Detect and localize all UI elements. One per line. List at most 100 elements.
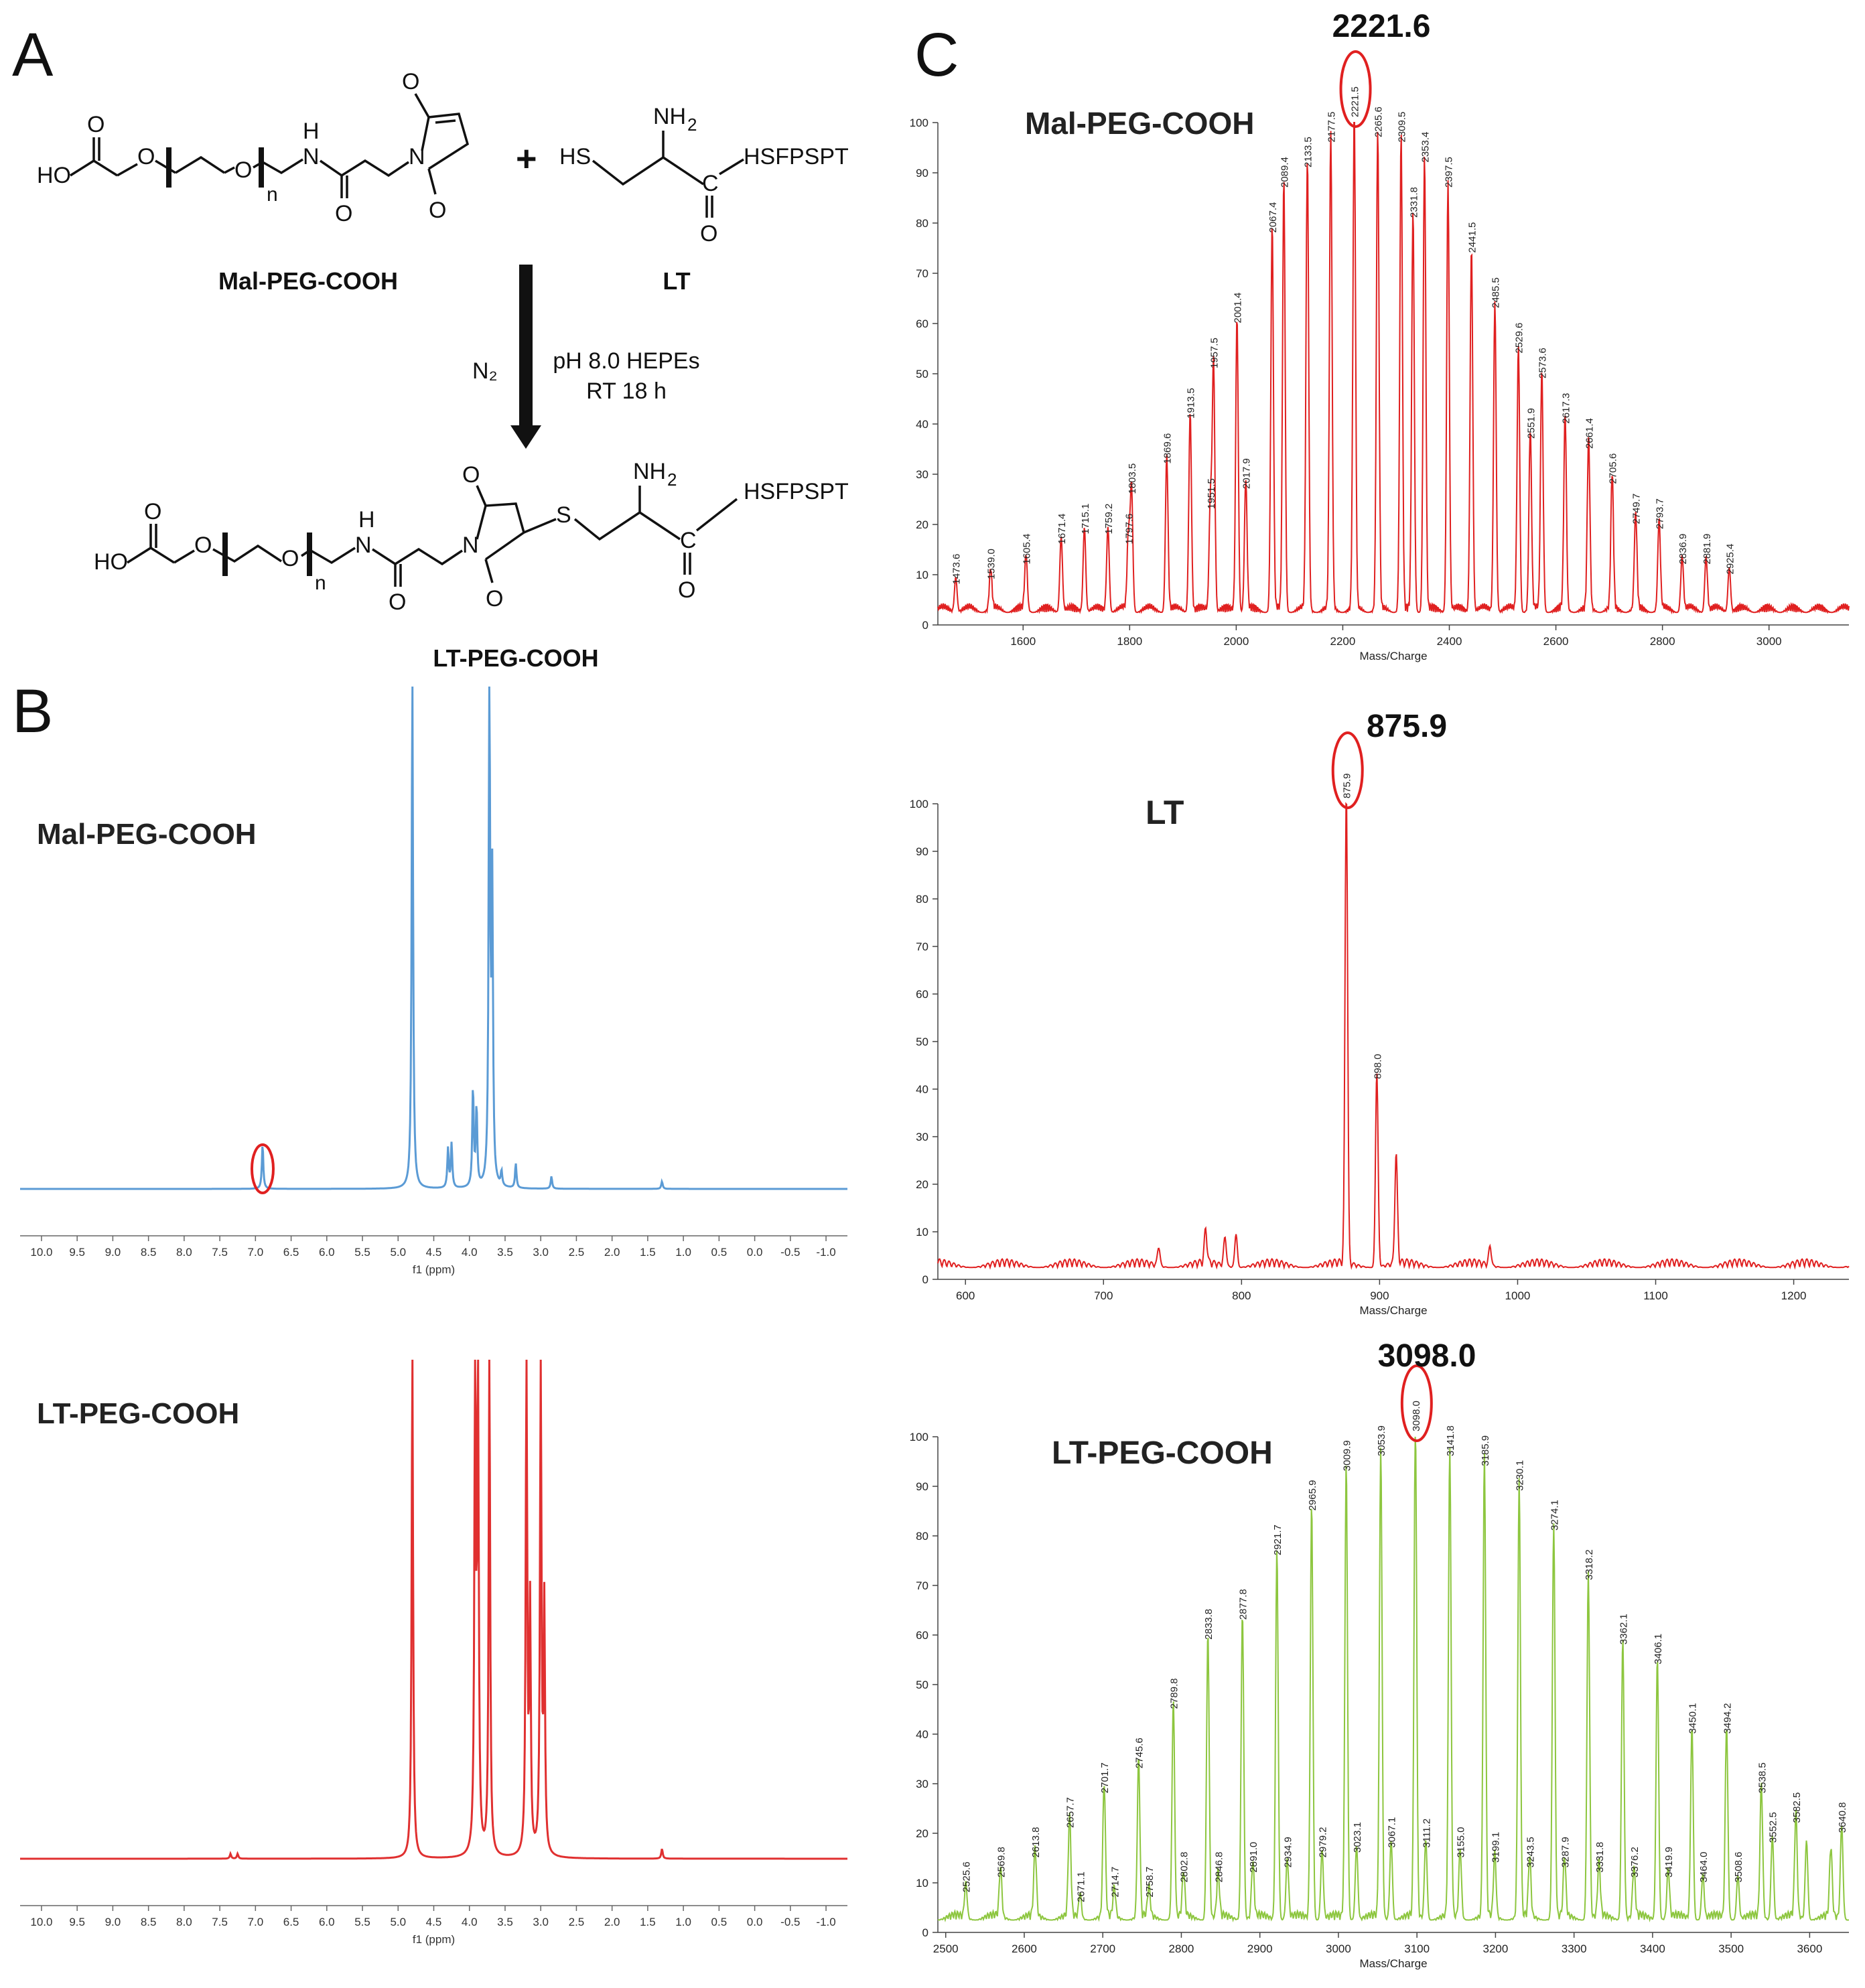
atom-o: O <box>462 462 480 488</box>
ms-x-tick-label: 2500 <box>933 1942 959 1955</box>
atom-o: O <box>429 198 446 223</box>
nmr-tick-label: 2.5 <box>569 1246 585 1259</box>
ms-y-tick-label: 60 <box>916 988 928 1001</box>
ms-x-tick-label: 900 <box>1370 1289 1389 1302</box>
ms-x-tick-label: 2000 <box>1223 635 1249 648</box>
condition-time: RT 18 h <box>586 378 667 404</box>
ms-x-tick-label: 2900 <box>1247 1942 1273 1955</box>
ms-chart-lt: 0 10 20 30 40 50 60 70 80 90 100 600 700 800 900 1000 11… <box>910 709 1850 1317</box>
ms-y-tick-label: 100 <box>910 117 928 129</box>
ms-peak-label: 2397.5 <box>1444 157 1455 188</box>
ms-peak-label: 3155.0 <box>1456 1827 1467 1858</box>
product-structure: HO O O O n N H O N O O S NH 2 C HSFPSPT <box>94 459 849 615</box>
ms-peak-label: 2749.7 <box>1631 494 1643 524</box>
atom-o: O <box>87 112 105 137</box>
bond <box>127 546 175 564</box>
ms-peak-label: 3230.1 <box>1515 1460 1526 1491</box>
bond <box>476 485 487 506</box>
ms-peak-label: 2934.9 <box>1283 1837 1294 1867</box>
ms-peak-label: 2551.9 <box>1525 408 1537 439</box>
bond <box>155 159 176 174</box>
product-label: LT-PEG-COOH <box>433 644 598 670</box>
ms-x-tick-label: 3200 <box>1482 1942 1508 1955</box>
nmr-tick-label: 5.5 <box>354 1916 370 1928</box>
atom-o: O <box>144 499 161 524</box>
ms-peak-label: 2309.5 <box>1397 112 1408 143</box>
nmr-tick-label: 5.5 <box>354 1246 370 1259</box>
nmr-tick-label: 6.0 <box>319 1916 335 1928</box>
ms-y-tick-label: 70 <box>916 267 928 280</box>
nmr-plot-bottom: 10.0 9.5 9.0 8.5 8.0 7.5 7.0 6.5 6.0 5.5 5.0 4.5 4.0… <box>20 1359 847 1946</box>
nmr-x-label: f1 (ppm) <box>413 1933 455 1946</box>
ms-y-tick-label: 80 <box>916 893 928 906</box>
bond <box>175 155 225 174</box>
nmr-tick-label: 1.5 <box>640 1246 656 1259</box>
ms-chart-lt-peg: 0 10 20 30 40 50 60 70 80 90 100 2500 2600 2700 2800 29… <box>910 1338 1849 1970</box>
ms-spectrum-label: LT <box>1146 794 1184 831</box>
nmr-tick-label: 7.0 <box>248 1916 264 1928</box>
ms-y-tick-label: 20 <box>916 1827 928 1840</box>
ms-peak-label: 3494.2 <box>1722 1703 1733 1734</box>
ms-peak-label: 3009.9 <box>1342 1440 1353 1471</box>
ms-peak-label: 2001.4 <box>1232 293 1243 324</box>
nmr-tick-label: 0.0 <box>747 1916 763 1928</box>
ms-peak-label: 2177.5 <box>1326 112 1338 143</box>
ms-peak-label: 2789.8 <box>1168 1679 1180 1709</box>
ms-highlight-value: 3098.0 <box>1378 1338 1476 1374</box>
ms-peak-label: 2671.1 <box>1075 1871 1087 1902</box>
atom-ho: HO <box>94 549 128 575</box>
nmr-tick-label: 3.0 <box>533 1916 549 1928</box>
atom-hs: HS <box>559 144 591 169</box>
ms-y-tick-label: 80 <box>916 1530 928 1543</box>
ms-peak-label: 2714.7 <box>1109 1867 1121 1898</box>
ms-peak-label: 2979.2 <box>1318 1827 1329 1858</box>
nmr-tick-label: 0.5 <box>711 1246 728 1259</box>
atom-n: N <box>462 532 479 558</box>
atom-c: C <box>680 528 697 553</box>
ms-peak-label: 2705.6 <box>1608 453 1619 484</box>
ms-peak-label: 3419.9 <box>1663 1847 1675 1877</box>
atom-o: O <box>486 586 503 612</box>
atom-ho: HO <box>37 163 71 188</box>
nmr-tick-label: 3.5 <box>497 1916 513 1928</box>
atom-h: H <box>303 119 320 144</box>
atom-o: O <box>234 157 252 183</box>
ms-x-tick-label: 3400 <box>1640 1942 1665 1955</box>
nmr-tick-label: 8.0 <box>176 1246 192 1259</box>
ms-y-tick-label: 90 <box>916 1480 928 1493</box>
nmr-tick-label: 6.5 <box>283 1246 299 1259</box>
nmr-tick-label: -0.5 <box>780 1916 800 1928</box>
nmr-spectrum-label: Mal-PEG-COOH <box>37 818 257 851</box>
ms-y-tick-label: 20 <box>916 518 928 531</box>
ms-peak-label: 2836.9 <box>1677 534 1689 565</box>
ms-peak-label: 2965.9 <box>1307 1480 1318 1511</box>
ms-y-tick-label: 90 <box>916 845 928 858</box>
ms-y-tick-label: 30 <box>916 1131 928 1143</box>
ms-y-tick-label: 50 <box>916 368 928 380</box>
panel-b-letter: B <box>12 677 54 746</box>
bond <box>435 119 456 124</box>
highlight-ellipse <box>1400 1364 1433 1442</box>
peptide-sequence: HSFPSPT <box>744 479 849 504</box>
ms-peak-label: 2657.7 <box>1065 1797 1077 1828</box>
ms-y-tick-label: 10 <box>916 1226 928 1238</box>
ms-peak-label: 2441.5 <box>1467 222 1478 253</box>
atom-o: O <box>194 532 212 558</box>
nmr-tick-label: 3.5 <box>497 1246 513 1259</box>
nmr-tick-label: 1.0 <box>675 1916 691 1928</box>
plus-sign: + <box>516 139 537 179</box>
ms-peak-label: 2921.7 <box>1272 1524 1284 1555</box>
nmr-trace <box>20 686 847 1190</box>
ms-x-tick-label: 800 <box>1232 1289 1251 1302</box>
ms-x-tick-label: 3500 <box>1718 1942 1744 1955</box>
ms-spectrum-label: Mal-PEG-COOH <box>1025 106 1254 141</box>
atom-nh: NH <box>633 459 666 484</box>
nmr-tick-label: 8.5 <box>141 1246 157 1259</box>
gas-label: N₂ <box>472 358 498 384</box>
ms-peak-label: 2881.9 <box>1702 534 1713 565</box>
atom-o: O <box>335 201 352 226</box>
highlight-ellipse <box>250 1143 275 1194</box>
ms-peak-label: 1605.4 <box>1022 534 1033 565</box>
ms-peak-label: 2529.6 <box>1514 323 1525 354</box>
ms-x-tick-label: 600 <box>956 1289 975 1302</box>
